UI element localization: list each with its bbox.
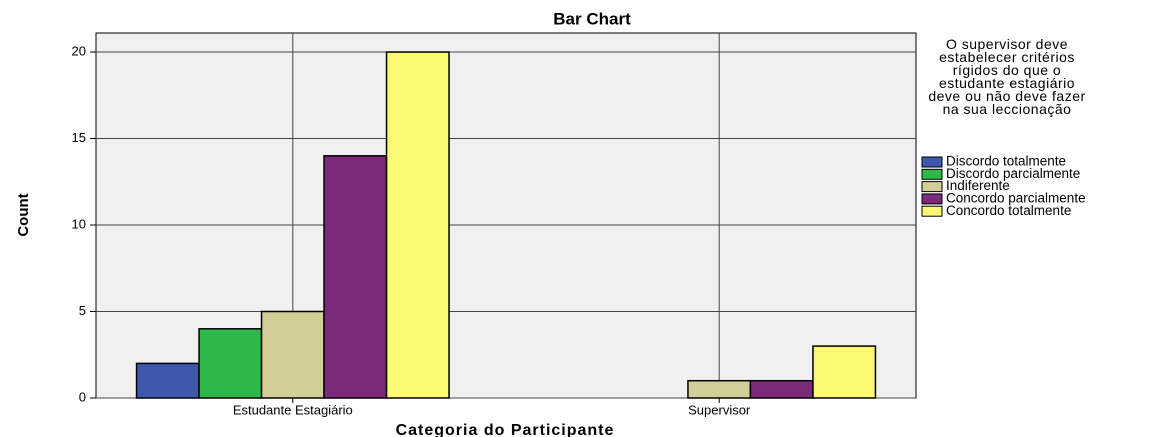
legend-label: Concordo totalmente (946, 203, 1071, 218)
legend-swatch (921, 181, 943, 193)
y-tick-label: 5 (79, 303, 86, 318)
legend-label: Indiferente (946, 178, 1010, 193)
x-tick-label: Estudante Estagiário (233, 402, 353, 417)
legend-label: Discordo totalmente (946, 154, 1066, 169)
x-tick-label: Supervisor (688, 402, 751, 417)
y-axis-label: Count (15, 193, 32, 236)
legend-title: O supervisor deve estabelecer critérios … (928, 36, 1086, 117)
legend-swatch (921, 193, 943, 205)
bar (812, 345, 877, 399)
legend-swatch (921, 205, 943, 217)
bar (687, 379, 752, 399)
x-axis-label: Categoria do Participante (396, 422, 615, 437)
bar (135, 362, 200, 399)
legend-label: Discordo parcialmente (946, 166, 1080, 181)
y-tick-label: 15 (72, 130, 86, 145)
bar (323, 155, 388, 399)
chart-title: Bar Chart (553, 9, 631, 28)
bar (749, 379, 814, 399)
y-tick-label: 0 (79, 389, 86, 404)
legend-label: Concordo parcialmente (946, 190, 1086, 205)
legend-swatch (921, 156, 943, 168)
y-tick-label: 10 (72, 216, 86, 231)
y-tick-label: 20 (72, 43, 86, 58)
bar (198, 328, 263, 399)
bar (260, 310, 325, 399)
legend-swatch (921, 168, 943, 180)
bar (385, 51, 450, 399)
